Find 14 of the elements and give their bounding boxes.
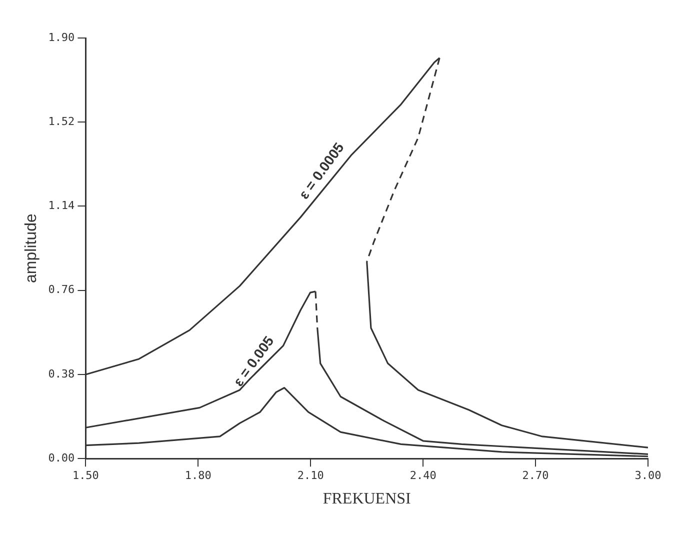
y-tick-label: 0.76 [48, 283, 75, 296]
x-tick-label: 2.70 [522, 469, 549, 482]
y-tick-label: 1.90 [48, 30, 75, 44]
x-axis-title: FREKUENSI [322, 490, 411, 508]
y-tick-label: 0.38 [48, 367, 75, 380]
y-tick-label: 1.52 [48, 114, 75, 128]
y-tick-label: 1.14 [48, 199, 76, 212]
x-tick-label: 2.40 [410, 469, 436, 482]
x-tick-label: 3.00 [634, 469, 662, 482]
x-tick-label: 2.10 [297, 469, 324, 482]
x-tick-label: 1.80 [184, 469, 212, 482]
y-tick-label: 0.00 [48, 451, 75, 464]
y-axis-title: amplitude [23, 214, 40, 283]
x-tick-label: 1.50 [72, 469, 99, 482]
